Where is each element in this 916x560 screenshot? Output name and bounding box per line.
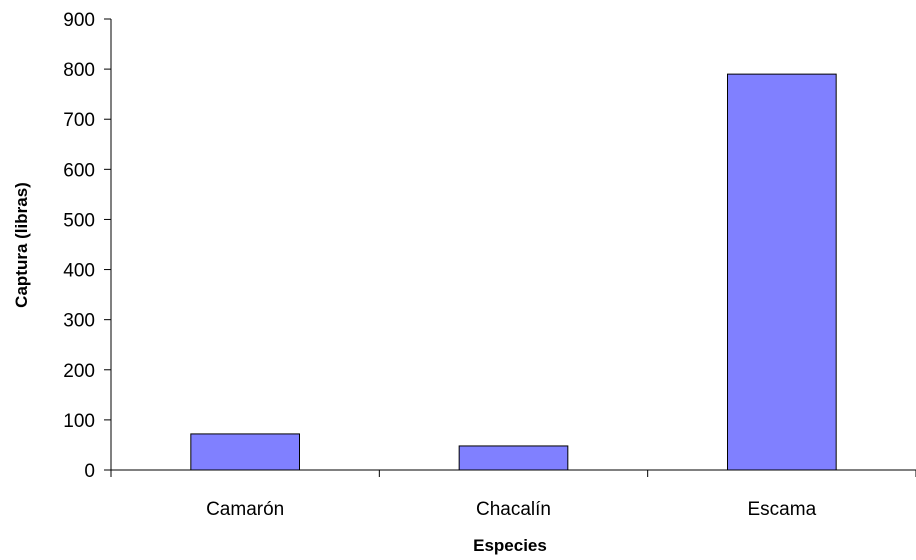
y-axis-title: Captura (libras)	[12, 182, 31, 308]
y-tick-label: 600	[63, 160, 95, 181]
x-tick-label: Escama	[748, 499, 817, 520]
y-tick-label: 0	[84, 461, 95, 482]
y-tick-label: 300	[63, 311, 95, 332]
y-tick-label: 900	[63, 10, 95, 31]
y-tick-label: 800	[63, 60, 95, 81]
labels-layer: 0 100 200 300 400 500 600 700 800 900 Camarón Chaca…	[63, 10, 816, 520]
y-tick-label: 100	[63, 411, 95, 432]
y-tick-label: 500	[63, 210, 95, 231]
y-tick-label: 400	[63, 261, 95, 282]
bar	[458, 445, 569, 471]
y-tick-label: 700	[63, 110, 95, 131]
x-axis-title: Especies	[473, 536, 547, 555]
x-tick-label: Camarón	[206, 499, 284, 520]
x-tick-label: Chacalín	[476, 499, 551, 520]
bars-layer	[190, 73, 837, 471]
axes-layer	[104, 18, 916, 477]
bar	[727, 73, 837, 471]
y-tick-label: 200	[63, 361, 95, 382]
bar	[190, 433, 300, 471]
